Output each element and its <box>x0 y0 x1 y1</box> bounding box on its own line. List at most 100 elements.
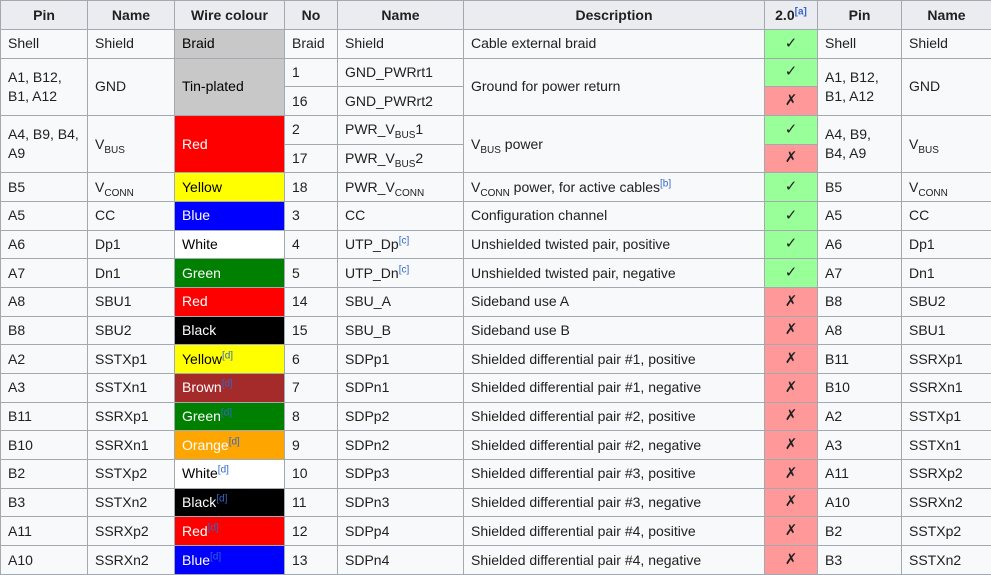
signal-name-cell: SDPn2 <box>337 430 464 461</box>
wire-no-cell: 13 <box>284 545 338 575</box>
signal-name-cell: PWR_VCONN <box>337 172 464 203</box>
table-row: Shell Shield Braid Braid Shield Cable externa… <box>0 29 991 59</box>
pin-cell: B3 <box>0 487 88 518</box>
table-row: B2 SSTXp2 White[d] 10 SDPp3 Shielded differen… <box>0 459 991 489</box>
cell-text: A1, B12, B1, A12 <box>825 68 879 104</box>
wire-colour-cell: Green[d] <box>174 401 285 432</box>
cell-text: GND_PWRrt2 <box>345 92 433 109</box>
wire-no-cell: 7 <box>284 373 338 403</box>
table-row: A5 CC Blue 3 CC Configuration channel ✓ A5 CC <box>0 201 991 231</box>
description-cell: Sideband use A <box>463 287 765 317</box>
wire-name-cell: SSTXn2 <box>87 487 175 518</box>
signal-name-cell: PWR_VBUS2 <box>337 143 464 174</box>
wire-no-cell: 14 <box>284 287 338 317</box>
footnote-ref[interactable]: [b] <box>659 178 672 190</box>
cross-icon: ✗ <box>784 378 798 396</box>
description-cell: Shielded differential pair #4, negative <box>463 545 765 575</box>
cell-text: power <box>500 135 543 152</box>
footnote-ref[interactable]: [d] <box>217 464 229 476</box>
subscript-text: BUS <box>104 144 125 156</box>
name-cell-right: VBUS <box>901 115 991 174</box>
cell-text: Tin-plated <box>182 78 244 95</box>
name-cell-right: SSRXp2 <box>901 459 991 489</box>
footnote-ref[interactable]: [d] <box>210 550 222 562</box>
cell-text: 1 <box>415 121 424 138</box>
wire-no-cell: 8 <box>284 401 338 432</box>
cell-text: SSRXn2 <box>909 494 963 511</box>
signal-name-cell: GND_PWRrt2 <box>337 86 464 117</box>
name-cell-right: SBU2 <box>901 287 991 317</box>
table-row: 16 GND_PWRrt2 ✗ <box>1 86 991 117</box>
signal-name-cell: SBU_A <box>337 287 464 317</box>
cross-icon: ✗ <box>784 350 798 368</box>
description-cell: VBUS power <box>463 115 765 174</box>
cell-text: 13 <box>292 551 308 568</box>
cell-text: CC <box>95 207 116 224</box>
pin-cell: A6 <box>0 229 88 260</box>
cell-text: SDPn4 <box>345 551 390 568</box>
cell-text: B3 <box>8 494 26 511</box>
cell-text: Name <box>381 6 420 23</box>
usb2-support-cell: ✓ <box>764 201 818 231</box>
footnote-ref[interactable]: [d] <box>216 493 228 505</box>
wire-colour-cell: Red[d] <box>174 516 285 547</box>
wire-colour-cell: White[d] <box>174 459 285 489</box>
wire-name-cell: SSRXn2 <box>87 545 175 575</box>
check-icon: ✓ <box>784 206 798 224</box>
header-row: Pin Name Wire colour No Name Description 2.0[a… <box>0 0 991 30</box>
usb2-support-cell: ✓ <box>764 172 818 203</box>
cell-text: Shielded differential pair #4, negative <box>471 551 702 568</box>
footnote-ref[interactable]: [d] <box>207 522 219 534</box>
table-row: A10 SSRXn2 Blue[d] 13 SDPn4 Shielded differen… <box>0 545 991 575</box>
table-row: B11 SSRXp1 Green[d] 8 SDPp2 Shielded differen… <box>0 401 991 432</box>
cell-text: Shield <box>95 35 134 52</box>
usb2-support-cell: ✗ <box>764 373 818 403</box>
footnote-ref[interactable]: [c] <box>398 235 410 247</box>
cell-text: V <box>909 178 919 195</box>
cell-text: 9 <box>292 436 300 453</box>
description-cell: Unshielded twisted pair, negative <box>463 258 765 289</box>
cell-text: SBU1 <box>909 322 946 339</box>
cell-text: Orange <box>182 436 229 453</box>
pin-cell: A2 <box>0 344 88 375</box>
signal-name-cell: UTP_Dn[c] <box>337 258 464 289</box>
footnote-ref[interactable]: [d] <box>221 378 233 390</box>
wire-no-cell: Braid <box>284 29 338 59</box>
signal-name-cell: SDPp3 <box>337 459 464 489</box>
cell-text: A6 <box>825 236 843 253</box>
wire-no-cell: 3 <box>284 201 338 231</box>
cell-text: Yellow <box>182 350 222 367</box>
cell-text: Unshielded twisted pair, positive <box>471 236 671 253</box>
cell-text: Pin <box>848 6 871 23</box>
wire-colour-cell: Blue <box>174 201 285 231</box>
column-header: Name <box>901 0 991 30</box>
name-cell-right: CC <box>901 201 991 231</box>
footnote-ref[interactable]: [d] <box>220 407 233 419</box>
cell-text: Shield <box>345 35 384 52</box>
wire-name-cell: VCONN <box>87 172 175 203</box>
cell-text: SSRXp2 <box>95 522 149 539</box>
wire-name-cell: SSTXp1 <box>87 344 175 375</box>
description-cell: Shielded differential pair #2, negative <box>463 430 765 461</box>
cell-text: A3 <box>8 379 26 396</box>
wire-no-cell: 15 <box>284 315 338 346</box>
wire-colour-cell: Brown[d] <box>174 373 285 403</box>
usb2-support-cell: ✗ <box>764 459 818 489</box>
signal-name-cell: SDPn1 <box>337 373 464 403</box>
footnote-ref[interactable]: [a] <box>794 5 807 17</box>
check-icon: ✓ <box>784 63 798 81</box>
cell-text: SSRXp1 <box>909 350 963 367</box>
cell-text: Shielded differential pair #3, positive <box>471 465 696 482</box>
footnote-ref[interactable]: [c] <box>398 264 410 276</box>
footnote-ref[interactable]: [d] <box>228 436 240 448</box>
table-row: A3 SSTXn1 Brown[d] 7 SDPn1 Shielded different… <box>0 373 991 403</box>
wire-no-cell: 12 <box>284 516 338 547</box>
footnote-ref[interactable]: [d] <box>221 350 234 362</box>
cell-text: GND_PWRrt1 <box>345 64 433 81</box>
cell-text: UTP_Dn <box>345 264 399 281</box>
pin-cell-right: A5 <box>817 201 902 231</box>
check-icon: ✓ <box>784 34 798 52</box>
table-row: B5 VCONN Yellow 18 PWR_VCONN VCONN power, for… <box>0 172 991 203</box>
cell-text: Red <box>182 293 208 310</box>
cell-text: SSTXp2 <box>95 465 148 482</box>
